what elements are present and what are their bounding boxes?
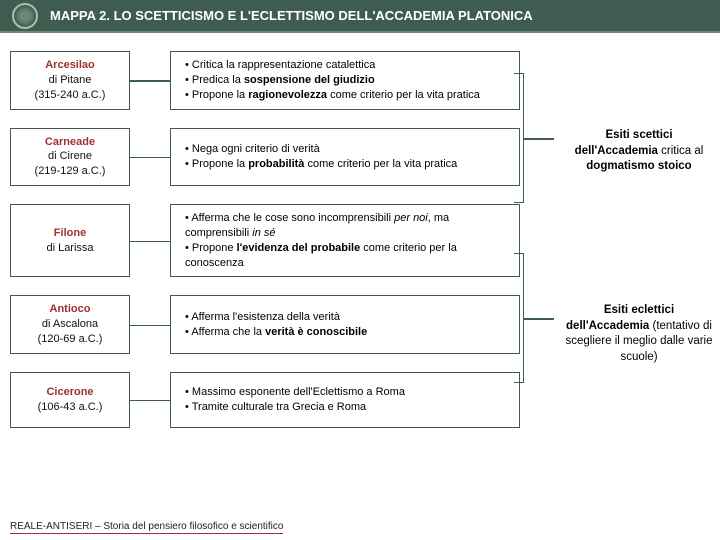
connector-line <box>130 80 170 82</box>
bracket-skeptic <box>514 73 524 203</box>
philosopher-name: Arcesilao <box>15 58 125 73</box>
desc-box-carneade: Nega ogni criterio di veritàPropone la p… <box>170 128 520 187</box>
philosopher-name: Antioco <box>15 302 125 317</box>
name-box-filone: Filone di Larissa <box>10 204 130 277</box>
philosopher-name: Filone <box>15 226 125 241</box>
bracket-stem-skeptic <box>524 138 554 140</box>
footer-citation: REALE-ANTISERI – Storia del pensiero fil… <box>10 521 283 534</box>
bracket-eclectic <box>514 253 524 383</box>
name-box-cicerone: Cicerone (106-43 a.C.) <box>10 372 130 428</box>
desc-list: Nega ogni criterio di veritàPropone la p… <box>185 142 511 172</box>
header-ornament-icon <box>12 3 38 29</box>
connector-line <box>130 325 170 327</box>
row-arcesilao: Arcesilao di Pitane (315-240 a.C.) Criti… <box>10 51 710 110</box>
philosopher-origin: di Ascalona <box>15 317 125 332</box>
philosopher-dates: (219-129 a.C.) <box>15 164 125 179</box>
philosopher-origin: di Pitane <box>15 73 125 88</box>
outcome-eclectic: Esiti eclettici dell'Accademia (tentativ… <box>564 303 714 365</box>
name-box-arcesilao: Arcesilao di Pitane (315-240 a.C.) <box>10 51 130 110</box>
philosopher-dates: (315-240 a.C.) <box>15 88 125 103</box>
row-cicerone: Cicerone (106-43 a.C.) Massimo esponente… <box>10 372 710 428</box>
name-box-carneade: Carneade di Cirene (219-129 a.C.) <box>10 128 130 187</box>
desc-box-arcesilao: Critica la rappresentazione cataletticaP… <box>170 51 520 110</box>
philosopher-origin: di Larissa <box>15 241 125 256</box>
philosopher-origin: di Cirene <box>15 149 125 164</box>
page-header: MAPPA 2. LO SCETTICISMO E L'ECLETTISMO D… <box>0 0 720 33</box>
name-box-antioco: Antioco di Ascalona (120-69 a.C.) <box>10 295 130 354</box>
connector-line <box>130 241 170 243</box>
connector-line <box>130 157 170 159</box>
philosopher-name: Carneade <box>15 135 125 150</box>
desc-box-cicerone: Massimo esponente dell'Eclettismo a Roma… <box>170 372 520 428</box>
desc-box-filone: Afferma che le cose sono incomprensibili… <box>170 204 520 277</box>
philosopher-name: Cicerone <box>15 385 125 400</box>
desc-list: Afferma che le cose sono incomprensibili… <box>185 211 511 270</box>
desc-box-antioco: Afferma l'esistenza della veritàAfferma … <box>170 295 520 354</box>
desc-list: Critica la rappresentazione cataletticaP… <box>185 58 511 103</box>
desc-list: Afferma l'esistenza della veritàAfferma … <box>185 310 511 340</box>
outcome-skeptic: Esiti scettici dell'Accademia critica al… <box>564 128 714 175</box>
connector-line <box>130 400 170 402</box>
diagram-content: Arcesilao di Pitane (315-240 a.C.) Criti… <box>0 33 720 503</box>
desc-list: Massimo esponente dell'Eclettismo a Roma… <box>185 385 511 415</box>
philosopher-dates: (106-43 a.C.) <box>15 400 125 415</box>
header-title: MAPPA 2. LO SCETTICISMO E L'ECLETTISMO D… <box>50 8 533 23</box>
bracket-stem-eclectic <box>524 318 554 320</box>
philosopher-dates: (120-69 a.C.) <box>15 332 125 347</box>
row-filone: Filone di Larissa Afferma che le cose so… <box>10 204 710 277</box>
